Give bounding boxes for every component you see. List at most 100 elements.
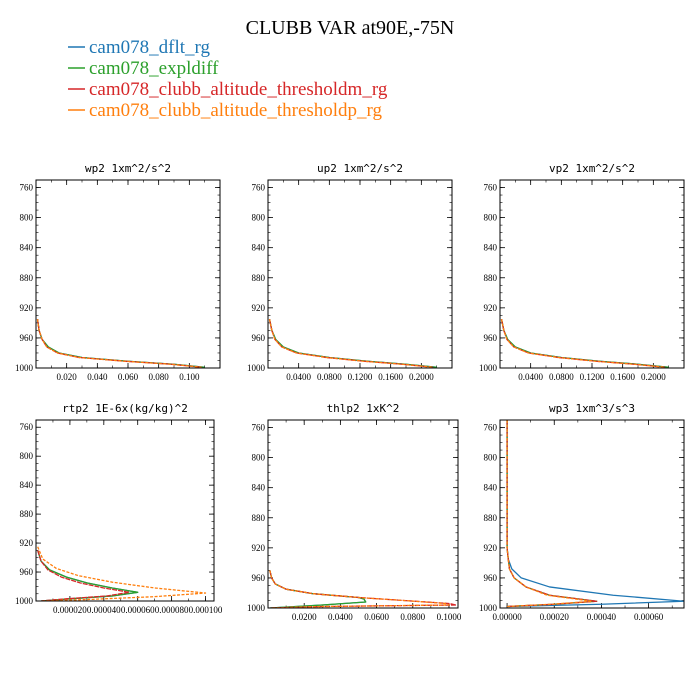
panel-title: thlp2 1xK^2 [327,402,400,415]
y-tick-label: 880 [484,273,498,283]
y-tick-label: 840 [484,483,498,493]
y-tick-label: 840 [20,480,34,490]
x-tick-label: 0.040 [87,372,108,382]
y-tick-label: 760 [252,183,266,193]
x-tick-label: 0.1000 [437,612,462,622]
x-tick-label: 0.00000 [492,612,522,622]
series-group [500,318,669,368]
y-tick-label: 1000 [247,363,266,373]
y-tick-label: 1000 [247,603,266,613]
panel-title: wp2 1xm^2/s^2 [85,162,171,175]
x-tick-label: 0.100 [179,372,200,382]
x-tick-label: 0.1600 [610,372,635,382]
x-tick-label: 0.0800 [400,612,425,622]
y-tick-label: 920 [252,543,266,553]
y-tick-label: 840 [20,243,34,253]
y-tick-label: 800 [252,453,266,463]
series-line-cam078_clubb_altitude_thresholdp_rg [500,318,665,368]
x-tick-label: 0.000020 [53,605,87,615]
x-tick-label: 0.020 [57,372,78,382]
y-tick-label: 1000 [479,603,498,613]
x-tick-label: 0.000080 [155,605,189,615]
plot-frame [499,419,685,609]
x-tick-label: 0.000040 [87,605,121,615]
y-tick-label: 920 [484,303,498,313]
panel-3: vp2 1xm^2/s^2 760 800 840 880 920 960 1000 0.040… [479,162,685,382]
series-group [36,319,205,368]
y-tick-label: 800 [20,213,34,223]
y-tick-label: 1000 [479,363,498,373]
legend-label-cam078_clubb_altitude_thresholdm_rg: cam078_clubb_altitude_thresholdm_rg [89,79,388,100]
y-tick-label: 880 [252,273,266,283]
y-tick-label: 880 [484,513,498,523]
x-tick-label: 0.0400 [286,372,311,382]
x-tick-label: 0.0400 [328,612,353,622]
y-tick-label: 920 [20,538,34,548]
x-tick-label: 0.2000 [641,372,666,382]
x-tick-label: 0.1200 [580,372,605,382]
y-tick-label: 880 [20,273,34,283]
x-tick-label: 0.000100 [189,605,223,615]
panel-title: up2 1xm^2/s^2 [317,162,403,175]
y-tick-label: 800 [20,451,34,461]
y-tick-label: 920 [20,303,34,313]
x-tick-label: 0.0400 [518,372,543,382]
series-line-cam078_clubb_altitude_thresholdp_rg [268,318,433,368]
legend-label-cam078_clubb_altitude_thresholdp_rg: cam078_clubb_altitude_thresholdp_rg [89,100,383,121]
figure-title: CLUBB VAR at90E,-75N [246,17,455,39]
y-tick-label: 800 [484,453,498,463]
y-tick-label: 880 [252,513,266,523]
y-tick-label: 1000 [15,363,34,373]
x-tick-label: 0.0800 [549,372,574,382]
y-tick-label: 800 [252,213,266,223]
panel-5: thlp2 1xK^2 760 800 840 880 920 960 1000 0.0200 0… [247,402,462,622]
legend-label-cam078_dflt_rg: cam078_dflt_rg [89,37,211,58]
legend: cam078_dflt_rgcam078_expldiffcam078_club… [68,37,388,121]
x-tick-label: 0.080 [149,372,170,382]
y-tick-label: 880 [20,509,34,519]
panels: wp2 1xm^2/s^2 760 800 840 880 920 960 1000 0.020… [15,162,685,622]
panel-6: wp3 1xm^3/s^376080084088092096010000.000… [479,402,685,622]
x-tick-label: 0.0800 [317,372,342,382]
y-tick-label: 960 [20,333,34,343]
y-tick-label: 960 [484,333,498,343]
x-tick-label: 0.0600 [364,612,389,622]
series-line-cam078_clubb_altitude_thresholdm_rg [37,550,130,601]
y-tick-label: 760 [484,183,498,193]
y-tick-label: 920 [252,303,266,313]
plot-frame [35,179,221,369]
y-tick-label: 960 [252,573,266,583]
y-tick-label: 840 [252,243,266,253]
series-line-cam078_clubb_altitude_thresholdp_rg [506,420,593,608]
plot-frame [35,419,215,602]
panel-title: vp2 1xm^2/s^2 [549,162,635,175]
panel-4: rtp2 1E-6x(kg/kg)^2 760 800 840 880 920 960 100… [15,402,223,615]
legend-label-cam078_expldiff: cam078_expldiff [89,58,219,79]
x-tick-label: 0.00020 [540,612,570,622]
series-group [269,570,457,608]
y-tick-label: 960 [252,333,266,343]
x-tick-label: 0.00060 [634,612,664,622]
x-tick-label: 0.1200 [348,372,373,382]
x-tick-label: 0.1600 [378,372,403,382]
x-tick-label: 0.0200 [292,612,317,622]
plot-frame [499,179,685,369]
panel-title: wp3 1xm^3/s^3 [549,402,635,415]
y-tick-label: 760 [484,423,498,433]
y-tick-label: 920 [484,543,498,553]
x-tick-label: 0.000060 [121,605,155,615]
y-tick-label: 960 [20,567,34,577]
x-tick-label: 0.060 [118,372,139,382]
series-group [506,420,684,608]
series-group [37,546,207,601]
panel-2: up2 1xm^2/s^2 760 800 840 880 920 960 1000 0.040… [247,162,453,382]
y-tick-label: 760 [20,183,34,193]
series-line-cam078_clubb_altitude_thresholdp_rg [36,319,202,368]
y-tick-label: 840 [484,243,498,253]
x-tick-label: 0.00040 [587,612,617,622]
series-group [268,318,437,368]
panel-1: wp2 1xm^2/s^2 760 800 840 880 920 960 1000 0.020… [15,162,221,382]
y-tick-label: 1000 [15,596,34,606]
y-tick-label: 800 [484,213,498,223]
